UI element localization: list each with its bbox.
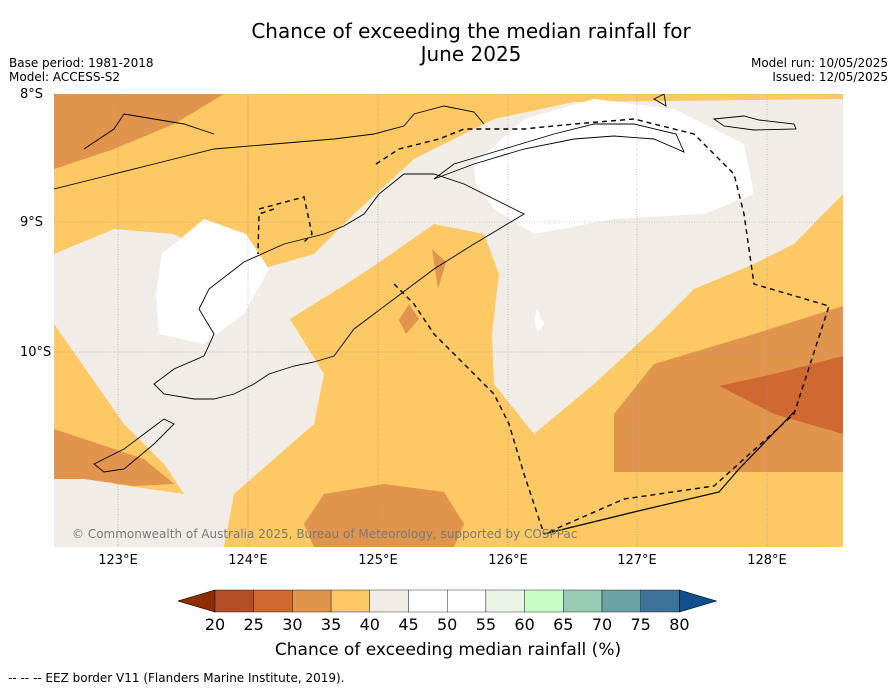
orange-region-southwest [54,429,174,486]
colorbar-cell [485,589,525,613]
white-patch [534,309,544,332]
lon-label-125e: 125°E [358,553,398,568]
colorbar-extend-high [679,589,718,613]
model-text: Model: ACCESS-S2 [9,70,121,84]
colorbar-label: Chance of exceeding median rainfall (%) [274,640,622,660]
colorbar-cell [563,589,603,613]
colorbar-tick-label: 75 [630,615,651,634]
gridlines [54,94,843,547]
colorbar-tick-label: 60 [514,615,535,634]
colorbar-tick-label: 45 [398,615,419,634]
eez-border [257,118,830,535]
issued-text: Issued: 12/05/2025 [772,70,888,84]
base-period-text: Base period: 1981-2018 [9,56,154,70]
eez-legend-text: -- -- -- EEZ border V11 (Flanders Marine… [8,671,345,685]
coastlines [54,94,797,473]
orange-patch-2 [399,304,419,334]
colorbar-cell [640,589,680,613]
chart-title: Chance of exceeding the median rainfall … [0,20,896,66]
lat-label-10s: 10°S [20,345,52,360]
colorbar-tick-label: 65 [553,615,574,634]
colorbar-tick-label: 25 [243,615,264,634]
colorbar-cell [330,589,371,613]
colorbar-tick-label: 40 [359,615,380,634]
colorbar [176,588,720,618]
lat-label-9s: 9°S [20,215,44,230]
colorbar-cell [253,589,293,613]
orange-region-northwest [54,94,224,169]
copyright-text: © Commonwealth of Australia 2025, Bureau… [72,527,578,541]
deep-orange-region-east [719,356,843,434]
orange-patch-1 [432,249,446,289]
eez-solid-border [543,411,795,535]
title-line-1: Chance of exceeding the median rainfall … [251,19,691,43]
colorbar-cell [292,589,332,613]
colorbar-tick-label: 80 [669,615,690,634]
meta-left: Base period: 1981-2018 Model: ACCESS-S2 [9,56,154,84]
model-run-text: Model run: 10/05/2025 [750,56,888,70]
lon-label-124e: 124°E [228,553,268,568]
lon-label-126e: 126°E [488,553,528,568]
colorbar-cell [447,589,487,613]
colorbar-tick-label: 55 [475,615,497,634]
colorbar-cell [524,589,564,613]
gold-region-north [54,94,843,274]
colorbar-tick-label: 30 [282,615,303,634]
colorbar-tick-label: 20 [204,615,226,634]
title-line-2: June 2025 [420,42,522,66]
colorbar-cell [214,589,254,613]
colorbar-tick-label: 35 [320,615,342,634]
orange-region-south [304,484,464,547]
colorbar-extend-low [176,589,216,613]
white-region-east [474,99,754,234]
white-region-west [156,219,269,344]
lon-label-123e: 123°E [98,553,138,568]
map-panel [54,94,843,547]
meta-right: Model run: 10/05/2025 Issued: 12/05/2025 [751,56,888,84]
lon-label-128e: 128°E [747,553,787,568]
colorbar-cell [408,589,448,613]
lon-label-127e: 127°E [617,553,657,568]
colorbar-svg [176,589,718,613]
colorbar-cell [369,589,409,613]
rainfall-map [54,94,843,547]
colorbar-tick-label: 70 [591,615,613,634]
lat-label-8s: 8°S [20,87,44,102]
colorbar-cell [601,589,641,613]
colorbar-tick-label: 50 [437,615,458,634]
